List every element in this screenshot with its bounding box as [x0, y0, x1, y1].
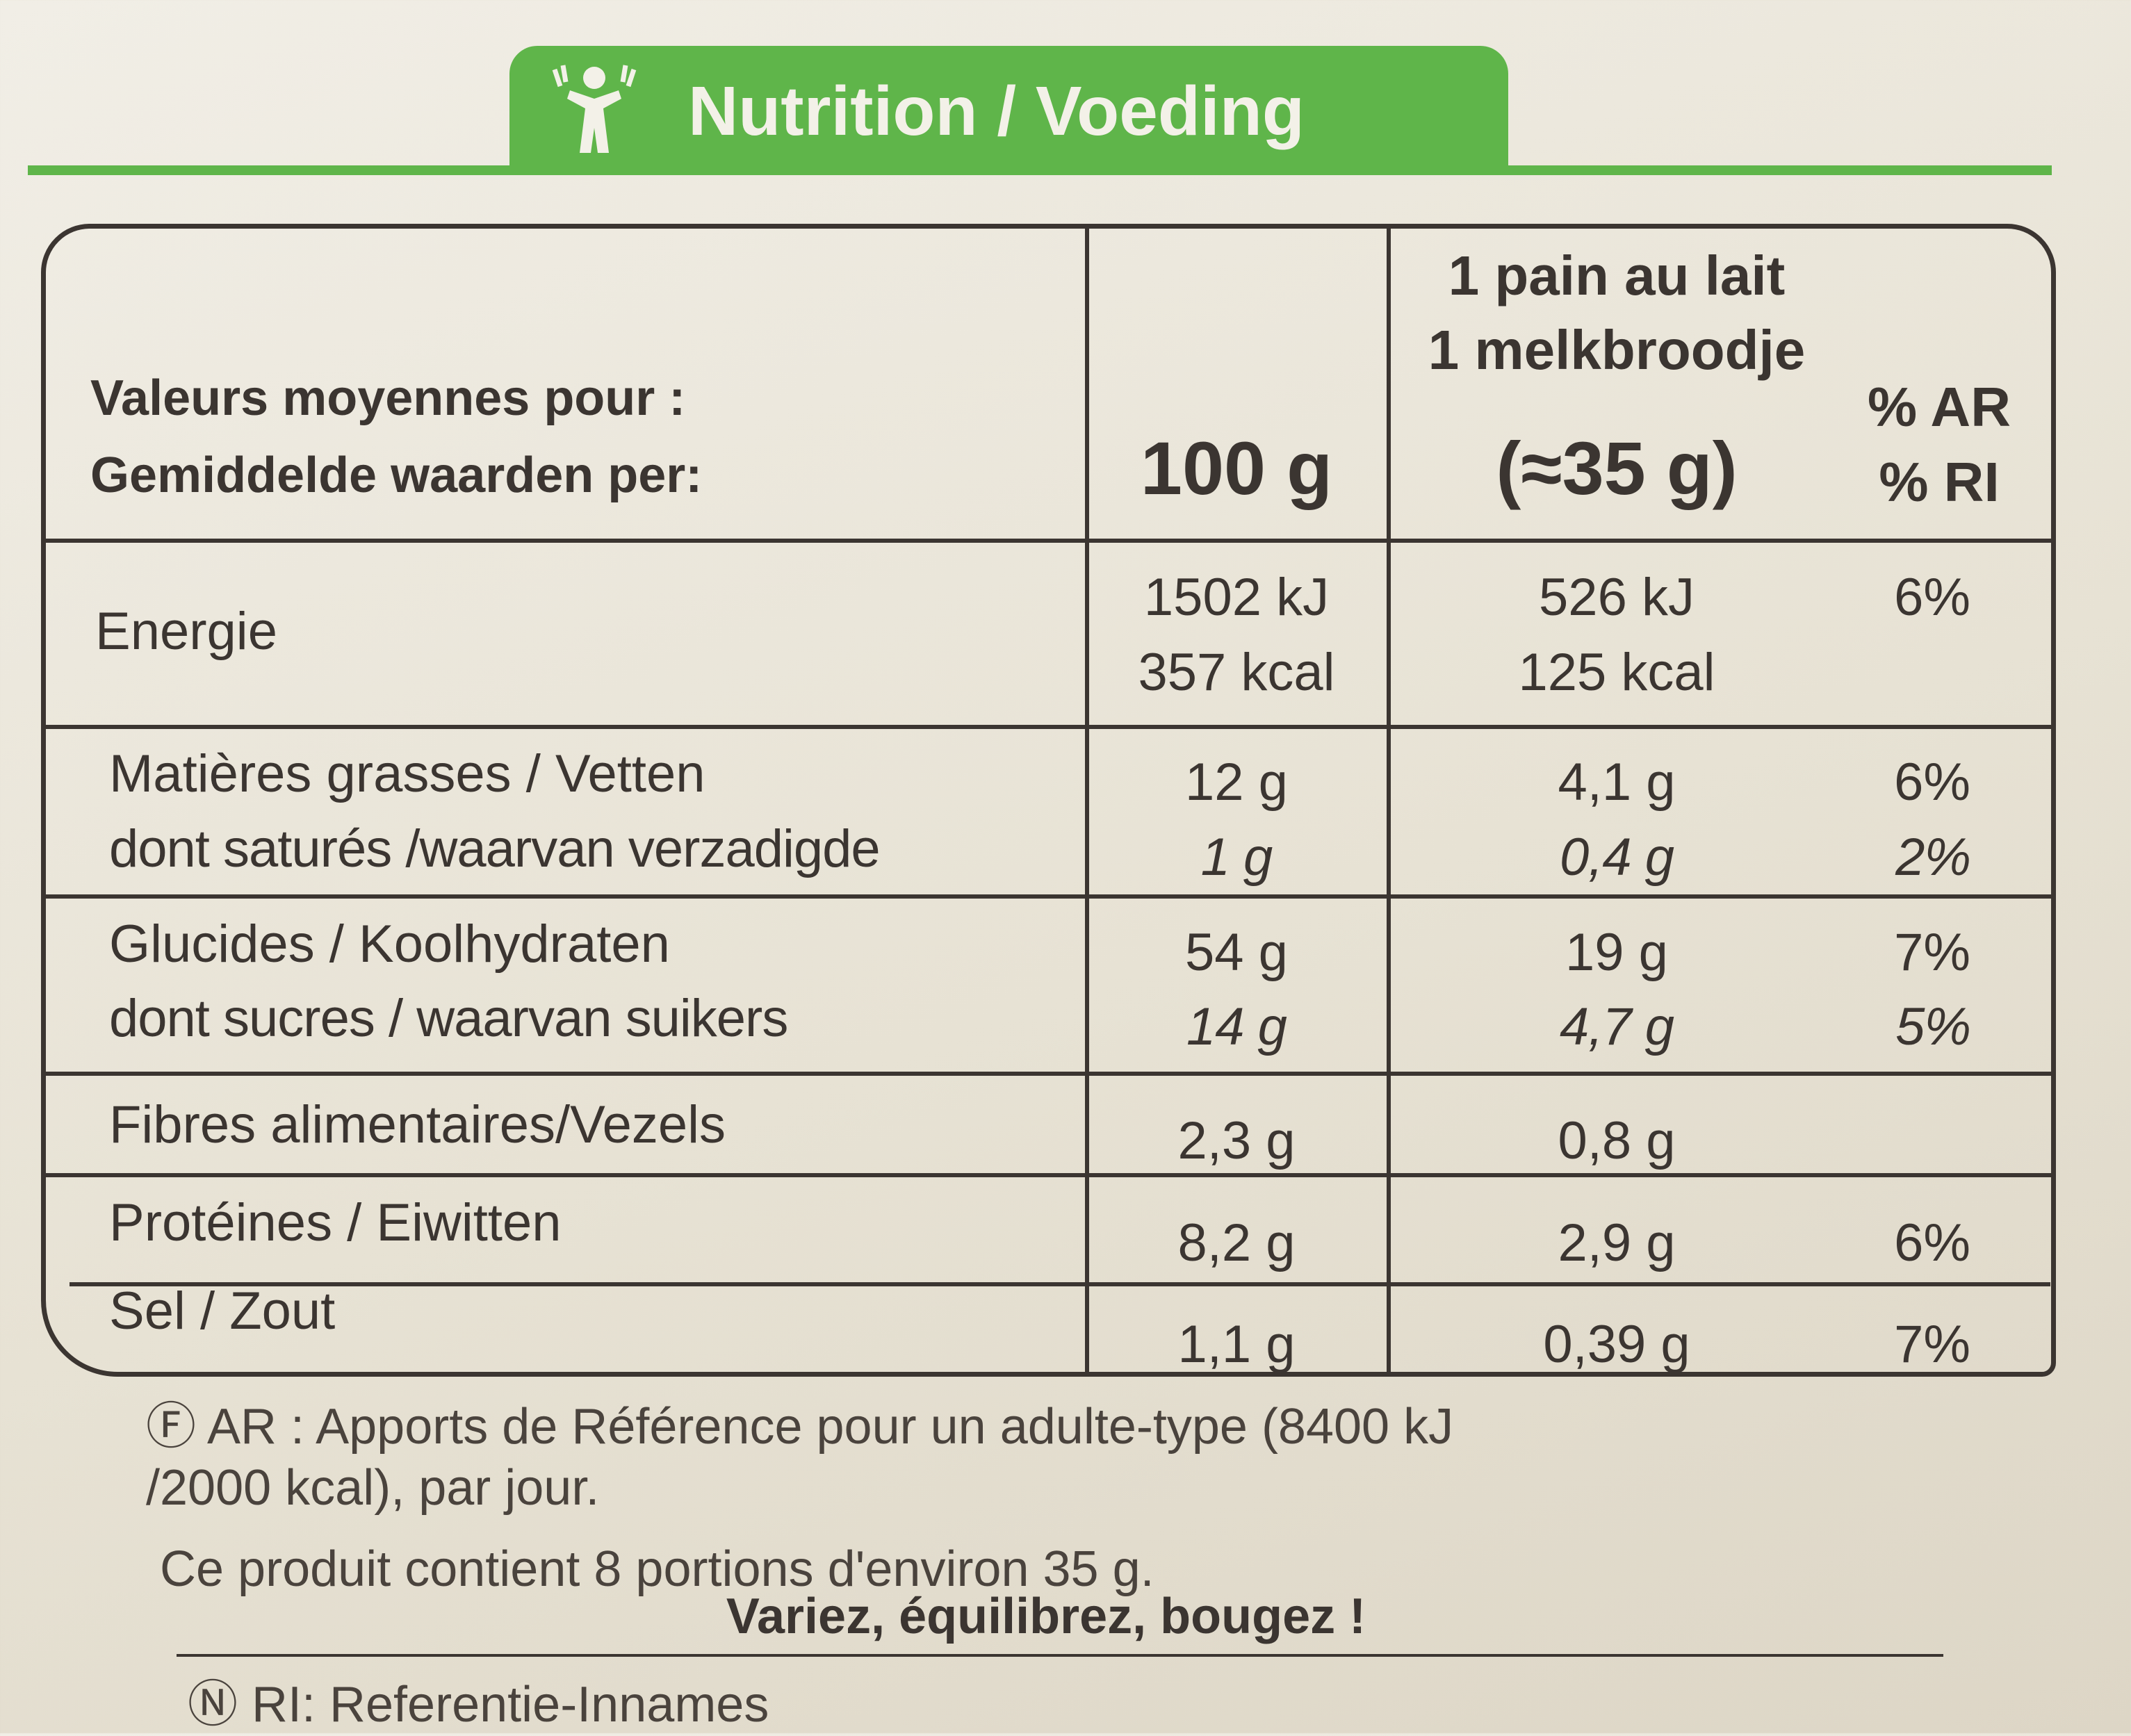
header-cell: 100 g	[1140, 426, 1333, 510]
nutrient-value: 6%	[1894, 1213, 1970, 1272]
table-frame	[41, 224, 2056, 1377]
nutrient-label: dont saturés /waarvan verzadigde	[109, 819, 881, 878]
header-cell: % AR	[1868, 376, 2011, 438]
row-divider	[41, 1072, 2053, 1076]
nutrient-label: Sel / Zout	[109, 1281, 336, 1341]
nutrient-value: 7%	[1894, 923, 1970, 982]
nutrient-label: Fibres alimentaires/Vezels	[109, 1095, 726, 1154]
header-cell: Gemiddelde waarden per:	[90, 448, 703, 503]
title-tab	[509, 46, 1508, 171]
nutrient-value: 54 g	[1185, 923, 1288, 982]
nutrient-value: 526 kJ	[1539, 568, 1695, 627]
header-cell: % RI	[1879, 451, 2000, 513]
nutrient-value: 7%	[1894, 1315, 1970, 1374]
nutrition-icon	[552, 65, 637, 153]
nutrient-value: 357 kcal	[1138, 643, 1335, 702]
row-divider	[41, 539, 2053, 543]
title: Nutrition / Voeding	[688, 72, 1305, 150]
nutrient-value: 4,1 g	[1558, 753, 1676, 812]
nutrient-label: Protéines / Eiwitten	[109, 1193, 562, 1252]
nutrient-value: 6%	[1894, 753, 1970, 812]
nutrient-value: 1502 kJ	[1143, 568, 1330, 627]
nutrient-value: 1,1 g	[1177, 1315, 1296, 1374]
footer-note: Variez, équilibrez, bougez !	[726, 1589, 1366, 1644]
footer-note: Ⓕ AR : Apports de Référence pour un adul…	[146, 1399, 1454, 1455]
row-divider	[70, 1282, 2050, 1286]
header-cell: (≈35 g)	[1496, 426, 1738, 510]
col-divider	[1387, 224, 1391, 1372]
header-cell: Valeurs moyennes pour :	[90, 370, 686, 426]
nutrient-label: dont sucres / waarvan suikers	[109, 989, 788, 1048]
nutrient-value: 8,2 g	[1177, 1213, 1296, 1272]
nutrient-value: 4,7 g	[1559, 997, 1674, 1056]
col-divider	[1085, 224, 1089, 1372]
nutrient-value: 2,3 g	[1177, 1111, 1296, 1170]
nutrient-label: Energie	[95, 602, 277, 661]
nutrient-value: 0,8 g	[1558, 1111, 1676, 1170]
nutrient-value: 5%	[1895, 997, 1971, 1056]
nutrient-value: 125 kcal	[1518, 643, 1715, 702]
nutrient-value: 12 g	[1185, 753, 1288, 812]
nutrient-value: 0,39 g	[1543, 1315, 1690, 1374]
nutrient-value: 19 g	[1565, 923, 1668, 982]
nutrient-value: 2,9 g	[1558, 1213, 1676, 1272]
nutrient-label: Glucides / Koolhydraten	[109, 915, 670, 974]
row-divider	[41, 1173, 2053, 1177]
footer-note: Ⓝ RI: Referentie-Innames	[188, 1677, 769, 1733]
header-cell: 1 melkbroodje	[1428, 319, 1806, 381]
footer-rule	[177, 1654, 1943, 1657]
nutrient-value: 14 g	[1186, 997, 1287, 1056]
row-divider	[41, 894, 2053, 899]
header-cell: 1 pain au lait	[1448, 245, 1786, 306]
nutrient-value: 2%	[1895, 828, 1971, 887]
footer-note: Ce produit contient 8 portions d'environ…	[160, 1541, 1154, 1597]
nutrient-label: Matières grasses / Vetten	[109, 744, 705, 803]
nutrient-value: 6%	[1894, 568, 1970, 627]
row-divider	[41, 725, 2053, 729]
nutrient-value: 0,4 g	[1559, 828, 1674, 887]
nutrient-value: 1 g	[1200, 828, 1273, 887]
footer-note: /2000 kcal), par jour.	[146, 1460, 600, 1516]
